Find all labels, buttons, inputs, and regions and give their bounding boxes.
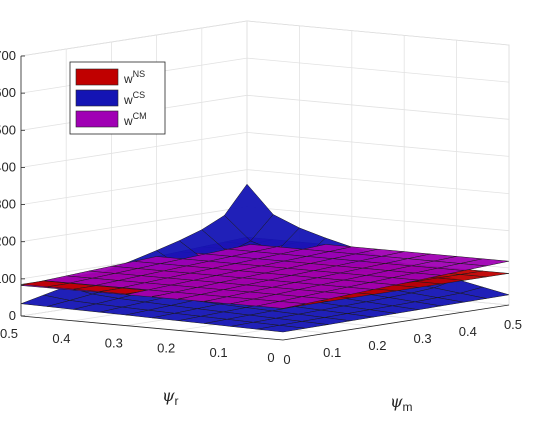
- x-axis-line: [282, 304, 510, 341]
- surfaces: [20, 183, 510, 333]
- x-tick-label: 0.1: [323, 345, 341, 360]
- z-tick-label: 700: [0, 48, 16, 63]
- gridline-z: [20, 131, 510, 168]
- x-tick-label: 0.3: [414, 331, 432, 346]
- z-tick-label: 300: [0, 197, 16, 212]
- legend-swatch-cs: [75, 89, 119, 107]
- gridline-z: [20, 20, 510, 57]
- y-tick-label: 0.2: [157, 340, 175, 355]
- x-tick-labels: 0 0.1 0.2 0.3 0.4 0.5: [283, 317, 522, 367]
- y-tick-label: 0.4: [52, 331, 70, 346]
- legend-entry-ns: wNS: [75, 68, 145, 86]
- z-tick-label: 600: [0, 85, 16, 100]
- z-tick-label: 500: [0, 122, 16, 137]
- z-tick-label: 0: [9, 308, 16, 323]
- z-tick-label: 400: [0, 159, 16, 174]
- legend-entry-cm: wCM: [75, 110, 147, 128]
- gridline-z: [20, 169, 510, 205]
- y-tick-labels: 0 0.1 0.2 0.3 0.4 0.5: [0, 326, 275, 365]
- z-tick-labels: 0 100 200 300 400 500 600 700: [0, 48, 16, 323]
- surface-patch-cm: [256, 301, 306, 309]
- legend: wNS wCS wCM: [69, 61, 166, 135]
- y-tick-label: 0.1: [210, 345, 228, 360]
- legend-swatch-cm: [75, 110, 119, 128]
- x-axis-title: ψm: [390, 392, 413, 414]
- legend-entry-cs: wCS: [75, 89, 145, 107]
- z-tick-label: 200: [0, 234, 16, 249]
- y-axis-title: ψr: [162, 386, 179, 408]
- x-tick-label: 0: [283, 352, 290, 367]
- legend-label-cm: wCM: [123, 111, 147, 128]
- legend-label-cs: wCS: [123, 90, 145, 107]
- x-tick-label: 0.2: [368, 338, 386, 353]
- legend-label-ns: wNS: [123, 69, 145, 86]
- y-axis-line: [20, 315, 284, 341]
- y-tick-label: 0: [267, 350, 274, 365]
- y-tick-label: 0.5: [0, 326, 18, 341]
- axes: [20, 55, 510, 341]
- x-tick-label: 0.5: [504, 317, 522, 332]
- surface-patch-cs: [256, 325, 306, 333]
- z-tick-label: 100: [0, 271, 16, 286]
- legend-swatch-ns: [75, 68, 119, 86]
- x-tick-label: 0.4: [459, 324, 477, 339]
- y-tick-label: 0.3: [105, 336, 123, 351]
